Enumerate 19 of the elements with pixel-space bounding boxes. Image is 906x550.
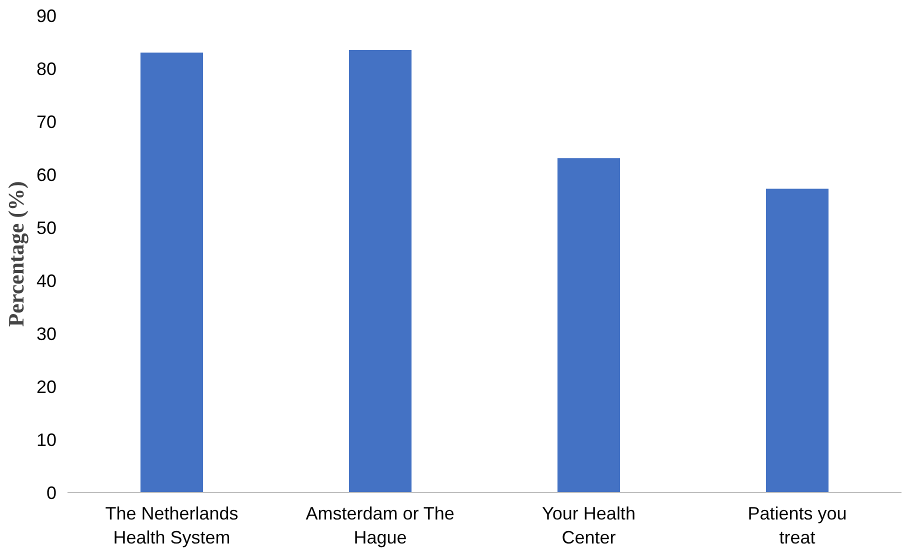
y-tick-label: 90	[36, 6, 57, 26]
y-axis-title: Percentage (%)	[3, 181, 28, 327]
bar	[348, 50, 412, 492]
y-tick-label: 0	[46, 483, 57, 503]
y-tick-label: 10	[36, 430, 57, 450]
y-tick-label: 70	[36, 112, 57, 132]
bar	[557, 158, 620, 492]
y-tick-label: 40	[36, 271, 57, 291]
y-tick-label: 80	[36, 59, 57, 79]
y-tick-label: 30	[36, 324, 57, 344]
y-tick-label: 60	[36, 165, 57, 185]
y-tick-label: 50	[36, 218, 57, 238]
bar	[766, 188, 829, 492]
bar	[140, 52, 204, 492]
x-tick-label: Amsterdam or The Hague	[306, 504, 454, 548]
x-tick-label: Patients you treat	[748, 504, 847, 548]
x-tick-label: The Netherlands Health System	[105, 504, 238, 548]
y-tick-label: 20	[36, 377, 57, 397]
x-tick-label: Your Health Center	[542, 504, 636, 548]
